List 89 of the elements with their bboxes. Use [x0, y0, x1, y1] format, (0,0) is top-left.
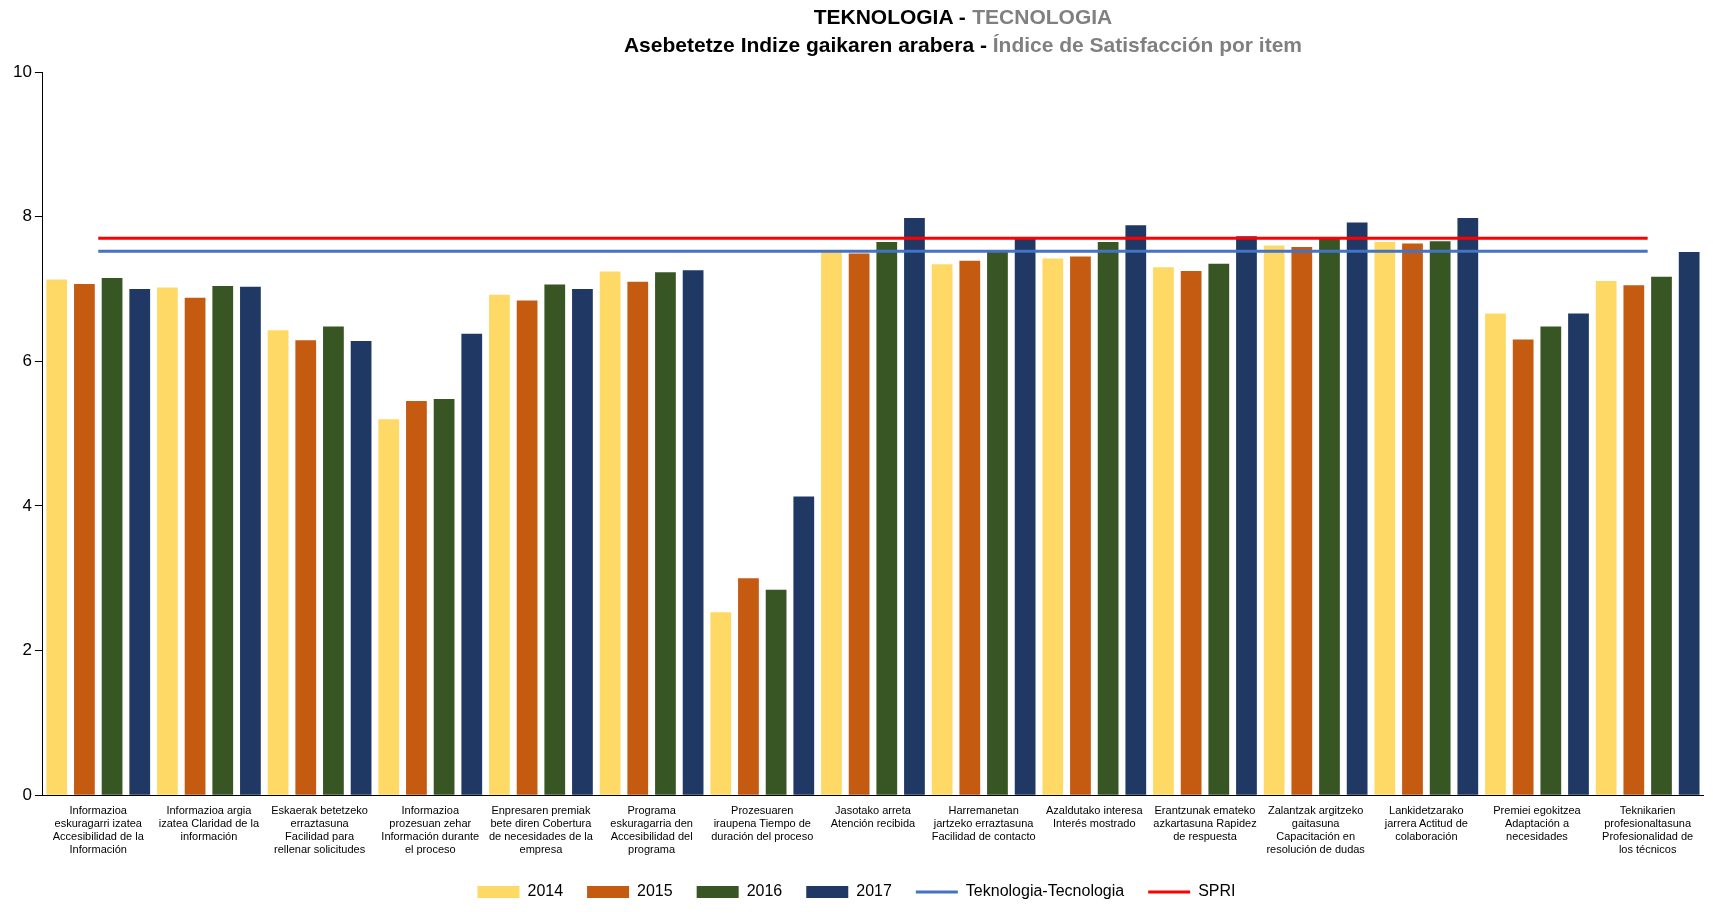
x-tick-label: Erantzunak emateko azkartasuna Rapidez de respuesta — [1153, 803, 1257, 843]
bar — [1070, 256, 1091, 795]
bar — [765, 589, 787, 795]
bar — [267, 330, 289, 795]
bar — [1097, 241, 1119, 795]
x-tick-label: Eskaerak betetzeko erraztasuna Facilidad para rellenar solicitudes — [271, 803, 368, 856]
bar — [157, 287, 178, 795]
y-tick-label: 0 — [22, 784, 32, 804]
bar — [1568, 313, 1589, 795]
bar — [710, 612, 732, 795]
bar — [129, 288, 151, 795]
bar — [1623, 285, 1645, 795]
x-tick-label: Enpresaren premiak bete diren Cobertura de necesidades de la empresa — [488, 803, 594, 856]
bar — [1595, 281, 1617, 795]
x-tick-label: Informazioa eskuragarri izatea Accesibilidad de la Información — [52, 803, 145, 856]
legend-label: 2014 — [527, 882, 564, 900]
x-tick-label: Harremanetan jartzeko erraztasuna Facilidad de contacto — [931, 803, 1036, 843]
bar — [1319, 238, 1340, 795]
bar — [212, 286, 234, 795]
bar — [295, 340, 317, 795]
y-tick-label: 10 — [12, 61, 32, 81]
bar — [1346, 222, 1368, 795]
bar — [461, 333, 483, 795]
bar — [627, 281, 649, 795]
bar — [184, 297, 206, 795]
bar — [1014, 237, 1036, 795]
bar — [1457, 218, 1479, 795]
chart-subtitle: Asebetetze Indize gaikaren arabera - Índice de Satisfacción por item — [623, 33, 1302, 57]
bar — [1485, 313, 1506, 795]
x-tick-label: Teknikarien profesionaltasuna Profesionalidad de los técnicos — [1602, 803, 1694, 856]
legend-label: 2016 — [746, 882, 783, 900]
y-tick-label: 4 — [22, 495, 32, 515]
bar — [1651, 276, 1672, 795]
bar — [987, 251, 1008, 795]
bar — [46, 279, 68, 795]
bar — [74, 283, 95, 795]
bar — [433, 398, 455, 795]
y-tick-label: 6 — [22, 350, 32, 370]
bar — [1236, 236, 1257, 795]
x-tick-label: Programa eskuragarria den Accesibilidad del programa — [610, 803, 693, 856]
bar — [876, 241, 898, 795]
legend-label: Teknologia-Tecnologia — [965, 882, 1125, 900]
bar — [655, 272, 676, 795]
chart-title: TEKNOLOGIA - TECNOLOGIA — [813, 5, 1113, 29]
bar — [1540, 326, 1562, 795]
bar — [378, 419, 400, 795]
x-tick-label: Zalantzak argitzeko gaitasuna Capacitación en resolución de dudas — [1266, 803, 1366, 856]
x-tick-label: Lankidetzarako jarrera Actitud de colaboración — [1383, 803, 1468, 843]
bar — [1153, 267, 1174, 795]
bar — [544, 284, 566, 795]
bar — [931, 264, 953, 795]
x-tick-label: Premiei egokitzea Adaptación a necesidades — [1493, 803, 1582, 843]
x-tick-label: Informazioa prozesuan zehar Información durante el proceso — [381, 803, 480, 856]
bar — [1208, 263, 1230, 795]
bar — [323, 326, 344, 795]
bar — [1402, 243, 1423, 795]
y-tick-label: 2 — [22, 640, 32, 660]
bar — [1678, 252, 1700, 795]
bar — [959, 260, 981, 795]
bar — [101, 278, 123, 795]
bar — [1042, 258, 1064, 795]
bar — [1512, 339, 1534, 795]
bar — [1429, 241, 1451, 795]
x-tick-label: Informazioa argia izatea Claridad de la información — [158, 803, 260, 843]
bar — [1180, 270, 1202, 795]
bar — [240, 286, 261, 795]
bar — [682, 270, 704, 795]
bar — [572, 288, 593, 795]
bar — [821, 251, 842, 795]
bar — [1291, 247, 1313, 795]
x-tick-label: Prozesuaren iraupena Tiempo de duración del proceso — [711, 803, 814, 843]
bar — [516, 300, 538, 795]
bar — [1263, 245, 1285, 795]
bar — [489, 294, 510, 795]
x-tick-label: Jasotako arreta Atención recibida — [830, 803, 917, 830]
x-tick-label: Azaldutako interesa Interés mostrado — [1045, 803, 1144, 830]
bar — [904, 218, 925, 795]
bar — [738, 578, 759, 795]
bar — [406, 401, 427, 795]
bar — [1125, 225, 1147, 795]
bar — [848, 253, 870, 795]
bar — [350, 341, 372, 795]
legend-label: 2015 — [637, 882, 673, 900]
bar — [793, 496, 815, 795]
bar — [1374, 241, 1396, 795]
legend-label: SPRI — [1198, 882, 1236, 900]
bar — [599, 271, 621, 795]
legend-label: 2017 — [856, 882, 892, 900]
y-tick-label: 8 — [22, 206, 32, 226]
